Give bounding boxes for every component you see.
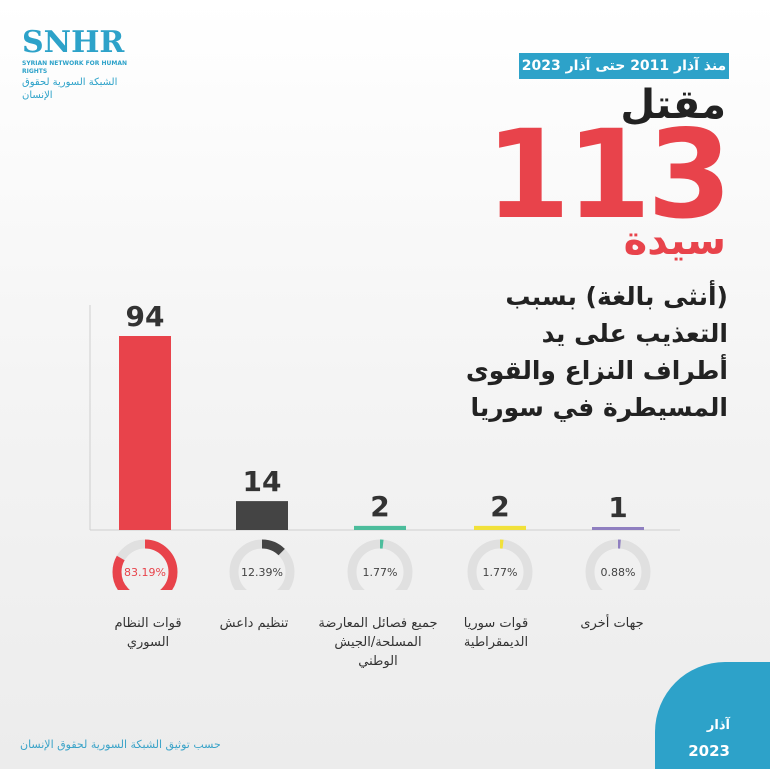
category-label-line2: السوري <box>126 635 170 650</box>
logo-name-en: SYRIAN NETWORK FOR HUMAN RIGHTS <box>22 60 127 75</box>
category-label-1: تنظيم داعش <box>189 614 319 633</box>
bar-2 <box>354 525 406 530</box>
value-label-1: 14 <box>243 465 282 498</box>
category-label-line1: قوات سوريا <box>463 616 529 631</box>
period-badge: منذ آذار 2011 حتى آذار 2023 <box>519 53 729 79</box>
desc-line-4: المسيطرة في سوريا <box>470 393 728 422</box>
category-label-line2: الديمقراطية <box>463 635 529 650</box>
logo: SNHR SYRIAN NETWORK FOR HUMAN RIGHTS الش… <box>22 25 147 102</box>
date-box: آذار 2023 <box>655 662 770 769</box>
date-month: آذار <box>706 718 730 733</box>
bar-3 <box>474 525 526 530</box>
desc-line-3: أطراف النزاع والقوى <box>465 356 728 385</box>
category-label-4: جهات أخرى <box>547 614 677 633</box>
category-label-line1: جميع فصائل المعارضة <box>318 616 438 631</box>
desc-line-1: (أنثى بالغة) بسبب <box>505 282 728 311</box>
category-label-3: قوات سوريا الديمقراطية <box>431 614 561 652</box>
donut-arc-3 <box>467 539 533 590</box>
percent-label-3: 1.77% <box>483 566 518 579</box>
bar-1 <box>236 501 288 530</box>
headline-number: 113 <box>485 104 732 246</box>
category-label-2: جميع فصائل المعارضة المسلحة/الجيش الوطني <box>313 614 443 671</box>
desc-line-2: التعذيب على يد <box>541 319 728 348</box>
bar-0 <box>119 336 171 530</box>
logo-brand: SNHR <box>22 25 125 60</box>
date-year: 2023 <box>688 742 730 760</box>
headline-line2: سيدة <box>623 218 726 264</box>
category-label-line1: تنظيم داعش <box>219 616 289 631</box>
category-label-line1: قوات النظام <box>114 616 182 631</box>
source-note: حسب توثيق الشبكة السورية لحقوق الإنسان <box>20 738 221 751</box>
donut-arc-0 <box>112 539 178 590</box>
category-label-line1: جهات أخرى <box>580 616 644 631</box>
percent-label-4: 0.88% <box>601 566 636 579</box>
value-label-4: 1 <box>608 491 627 524</box>
value-label-2: 2 <box>370 490 389 523</box>
value-label-3: 2 <box>490 490 509 523</box>
logo-name-ar: الشبكة السورية لحقوق الإنسان <box>22 77 118 101</box>
bar-4 <box>592 527 644 530</box>
donut-arc-1 <box>229 539 295 590</box>
bar-chart: 94 83.19% 14 12.39% 2 1.77% 2 1.77% 1 0.88% <box>89 300 680 590</box>
headline-description: (أنثى بالغة) بسبب التعذيب على يد أطراف ا… <box>408 278 728 426</box>
percent-label-1: 12.39% <box>241 566 283 579</box>
headline-line1: مقتل <box>620 82 726 128</box>
percent-label-0: 83.19% <box>124 566 166 579</box>
donut-arc-2 <box>347 539 413 590</box>
percent-label-2: 1.77% <box>363 566 398 579</box>
category-label-0: قوات النظام السوري <box>83 614 213 652</box>
donut-arc-4 <box>585 539 651 590</box>
category-label-line2: المسلحة/الجيش الوطني <box>334 635 422 669</box>
value-label-0: 94 <box>126 300 165 333</box>
